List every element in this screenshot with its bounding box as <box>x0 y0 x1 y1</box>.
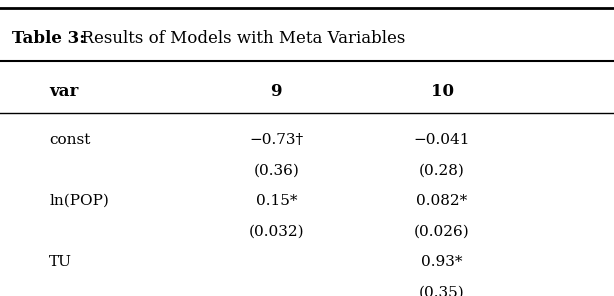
Text: ln(POP): ln(POP) <box>49 194 109 208</box>
Text: 0.93*: 0.93* <box>421 255 463 269</box>
Text: var: var <box>49 83 79 100</box>
Text: (0.032): (0.032) <box>249 225 304 239</box>
Text: TU: TU <box>49 255 72 269</box>
Text: −0.73†: −0.73† <box>249 133 303 147</box>
Text: (0.35): (0.35) <box>419 286 465 296</box>
Text: 0.15*: 0.15* <box>255 194 297 208</box>
Text: 9: 9 <box>271 83 282 100</box>
Text: (0.36): (0.36) <box>254 163 299 177</box>
Text: 0.082*: 0.082* <box>416 194 468 208</box>
Text: (0.28): (0.28) <box>419 163 465 177</box>
Text: −0.041: −0.041 <box>414 133 470 147</box>
Text: const: const <box>49 133 90 147</box>
Text: Results of Models with Meta Variables: Results of Models with Meta Variables <box>71 30 405 47</box>
Text: 10: 10 <box>430 83 454 100</box>
Text: (0.026): (0.026) <box>414 225 470 239</box>
Text: Table 3:: Table 3: <box>12 30 86 47</box>
